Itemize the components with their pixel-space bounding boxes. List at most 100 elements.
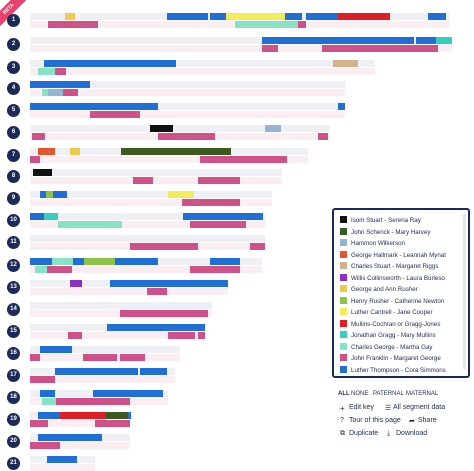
maternal-bar <box>30 89 345 96</box>
segment <box>70 148 80 155</box>
segment <box>38 412 60 419</box>
action-link[interactable]: Duplicate <box>349 430 379 437</box>
legend-label: John Schenck - Mary Harvey <box>351 228 431 236</box>
filter-button[interactable]: NONE <box>351 391 369 397</box>
segment <box>250 243 265 250</box>
legend-swatch <box>340 239 347 246</box>
segment <box>190 266 240 273</box>
legend-item[interactable]: Hammon Wilkerson <box>340 239 460 250</box>
chromosome-number: 7 <box>7 149 20 162</box>
legend-swatch <box>340 227 347 235</box>
filter-button[interactable]: ALL <box>338 391 350 397</box>
legend-item[interactable]: George Hallmark - Leannah Mynat <box>340 250 460 262</box>
legend-swatch <box>340 365 347 373</box>
segment <box>38 68 55 75</box>
segment <box>120 354 145 361</box>
paternal-bar <box>30 191 272 198</box>
segment <box>167 13 208 20</box>
segment <box>65 13 75 20</box>
copy-icon: ⧉ <box>340 430 345 437</box>
chromosome-number: 9 <box>7 192 20 205</box>
segment <box>55 368 138 375</box>
share-icon: ➦ <box>409 418 415 425</box>
segment <box>130 243 198 250</box>
legend-label: Willis Collinsworth - Laura Burleso <box>351 274 445 282</box>
legend-swatch <box>340 216 347 223</box>
chromosome-number: 8 <box>7 170 20 183</box>
chromosome-number: 16 <box>7 347 20 360</box>
chromosome-number: 20 <box>7 435 20 448</box>
legend-item[interactable]: Charles George - Martha Gay <box>340 342 460 354</box>
legend-item[interactable]: Henry Rusher - Catherine Newton <box>340 296 460 308</box>
segment <box>30 258 52 265</box>
segment <box>306 13 338 20</box>
plus-icon: + <box>340 404 345 413</box>
segment <box>35 266 47 273</box>
maternal-bar <box>30 266 262 273</box>
segment <box>210 258 240 265</box>
segment <box>198 332 205 339</box>
maternal-bar <box>30 442 130 449</box>
segment <box>70 280 82 287</box>
segment <box>30 376 55 383</box>
legend-swatch <box>340 273 347 281</box>
maternal-bar <box>30 45 452 52</box>
legend-item[interactable]: John Schenck - Mary Harvey <box>340 227 460 239</box>
legend-item[interactable]: Jonathan Gragg - Mary Mullins <box>340 331 460 342</box>
legend-item[interactable]: John Franklin - Margaret George <box>340 354 460 365</box>
segment <box>90 111 140 118</box>
action-link[interactable]: All segment data <box>393 404 446 411</box>
segment <box>48 89 63 96</box>
action-link[interactable]: Tour of this page <box>349 417 401 424</box>
segment <box>298 21 306 28</box>
maternal-bar <box>30 199 272 206</box>
segment <box>44 213 58 220</box>
maternal-bar <box>30 376 175 383</box>
segment <box>95 420 130 427</box>
action-link[interactable]: Edit key <box>349 404 374 411</box>
filter-button[interactable]: PATERNAL <box>373 391 404 397</box>
paternal-bar <box>30 37 452 44</box>
segment <box>133 177 153 184</box>
legend-item[interactable]: Mullins-Cochran or Gragg-Jones <box>340 319 460 331</box>
legend-item[interactable]: Luther Cantrell - Jane Cooper <box>340 308 460 319</box>
segment <box>30 354 40 361</box>
segment <box>235 21 298 28</box>
legend-item[interactable]: Luther Thompson - Cora Simmons <box>340 365 460 377</box>
segment <box>30 442 60 449</box>
legend-item[interactable]: George and Ann Rusher <box>340 285 460 296</box>
download-icon: ⤓ <box>387 430 391 437</box>
chromosome-number: 5 <box>7 104 20 117</box>
chromosome-number: 19 <box>7 413 20 426</box>
maternal-bar <box>30 221 265 228</box>
segment <box>42 89 48 96</box>
segment <box>168 332 195 339</box>
action-link[interactable]: Download <box>396 430 428 437</box>
filter-button[interactable]: MATERNAL <box>406 391 439 397</box>
legend-item[interactable]: Isom Stuart - Serena Ray <box>340 216 460 227</box>
legend-swatch <box>340 262 347 269</box>
chromosome-number: 14 <box>7 303 20 316</box>
paternal-bar <box>30 169 282 176</box>
chromosome-number: 2 <box>7 38 20 51</box>
help-icon: ? <box>340 417 344 424</box>
segment <box>107 324 205 331</box>
segment <box>106 412 128 419</box>
segment <box>262 37 414 44</box>
segment <box>30 213 44 220</box>
paternal-bar <box>30 235 265 242</box>
segment <box>84 258 115 265</box>
maternal-bar <box>30 420 130 427</box>
segment <box>262 45 278 52</box>
segment <box>110 280 228 287</box>
legend-item[interactable]: Willis Collinsworth - Laura Burleso <box>340 273 460 285</box>
legend-item[interactable]: Charles Stuart - Margaret Riggs <box>340 262 460 273</box>
segment <box>30 420 48 427</box>
chromosome-number: 13 <box>7 281 20 294</box>
paternal-bar <box>30 213 265 220</box>
segment <box>30 156 40 163</box>
action-link[interactable]: Share <box>418 417 437 424</box>
segment <box>140 368 167 375</box>
maternal-bar <box>30 68 375 75</box>
